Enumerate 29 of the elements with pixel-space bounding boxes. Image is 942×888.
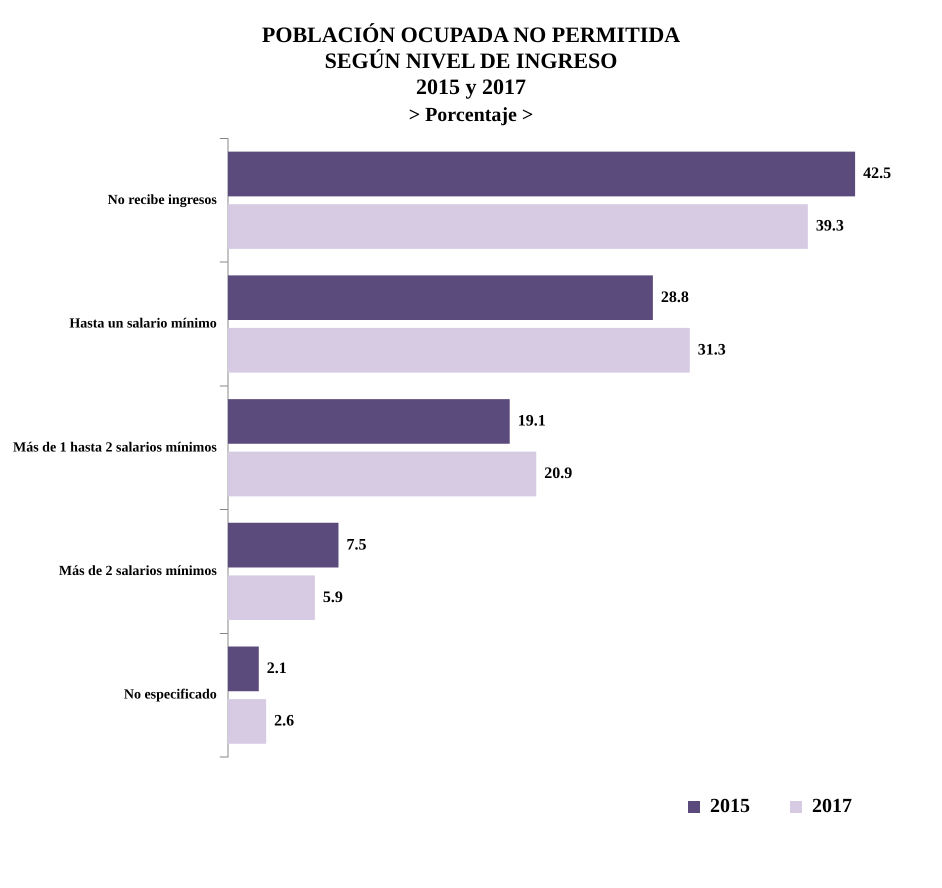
bar	[228, 399, 510, 444]
data-label: 19.1	[518, 412, 546, 430]
bar	[228, 452, 536, 496]
bar	[228, 328, 690, 373]
legend-label: 2015	[710, 795, 750, 818]
bar	[228, 275, 653, 320]
data-label: 2.1	[266, 660, 287, 677]
data-label: 31.3	[698, 341, 726, 358]
chart-subtitle: > Porcentaje >	[408, 104, 534, 127]
bar	[228, 522, 338, 568]
data-label: 39.3	[816, 218, 844, 235]
y-tick-label: Más de 2 salarios mínimos	[58, 564, 218, 580]
bar	[228, 646, 259, 692]
data-label: 28.8	[660, 288, 689, 306]
chart-title: POBLACIÓN OCUPADA NO PERMITIDA SEGÚN NIVEL DE INGRESO 2015 y 2017	[260, 22, 682, 100]
y-tick-label: Hasta un salario mínimo	[69, 316, 217, 332]
data-label: 5.9	[322, 588, 343, 606]
y-tick-label: No especificado	[124, 688, 217, 703]
bar	[228, 152, 856, 196]
bar	[228, 204, 808, 249]
bar	[228, 575, 315, 620]
data-label: 2.6	[274, 712, 294, 730]
y-tick-label: No recibe ingresos	[108, 192, 218, 208]
data-label: 42.5	[863, 165, 892, 182]
legend-label: 2017	[812, 795, 852, 818]
y-tick-label: Más de 1 hasta 2 salarios mínimos	[12, 440, 218, 456]
data-label: 7.5	[346, 536, 366, 554]
data-label: 20.9	[544, 465, 572, 482]
bar	[228, 699, 266, 744]
